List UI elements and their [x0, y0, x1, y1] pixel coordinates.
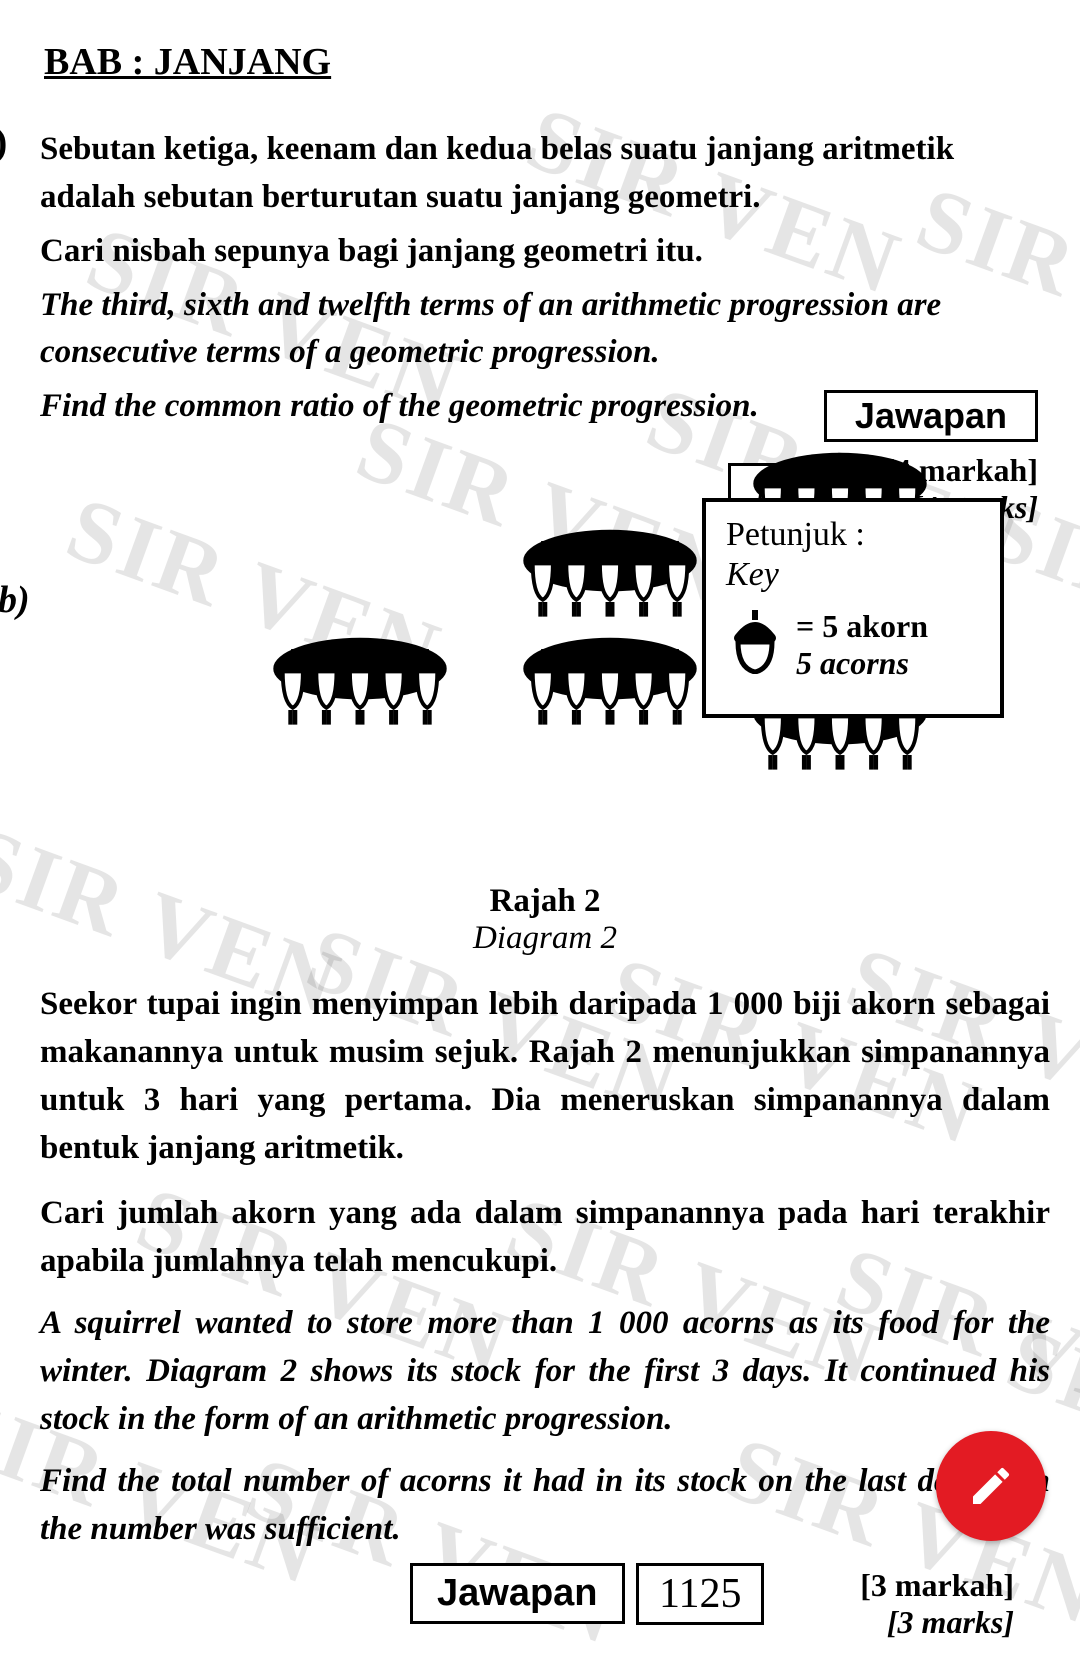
- pencil-icon: [967, 1462, 1015, 1510]
- key-label: Key: [726, 556, 982, 594]
- answer-b-group: Jawapan 1125 [3 markah] [3 marks]: [40, 1563, 1050, 1673]
- edit-fab-button[interactable]: [936, 1431, 1046, 1541]
- acorn-pile-1: [273, 632, 447, 733]
- answer-b-value: 1125: [636, 1563, 764, 1625]
- acorn-pile-2-row2: [523, 524, 697, 625]
- key-legend-box: Petunjuk : Key = 5 akorn 5 acorns: [702, 498, 1004, 718]
- qa-malay-1: Sebutan ketiga, keenam dan kedua belas s…: [40, 126, 1050, 222]
- question-b-marker: b): [0, 578, 30, 622]
- qb-malay-2: Cari jumlah akorn yang ada dalam simpana…: [40, 1190, 1050, 1286]
- caption-en: Diagram 2: [473, 920, 617, 956]
- jawapan-label-a: Jawapan: [824, 390, 1038, 442]
- diagram-2: Petunjuk : Key = 5 akorn 5 acorns: [40, 443, 1050, 873]
- qb-eng-1: A squirrel wanted to store more than 1 0…: [40, 1300, 1050, 1444]
- jawapan-label-b: Jawapan: [410, 1563, 625, 1624]
- acorn-icon: [726, 608, 784, 682]
- key-en: 5 acorns: [796, 645, 909, 681]
- acorn-pile-2-row1: [523, 632, 697, 733]
- qb-malay-1: Seekor tupai ingin menyimpan lebih darip…: [40, 981, 1050, 1172]
- question-b-body: Seekor tupai ingin menyimpan lebih darip…: [40, 981, 1050, 1553]
- key-equals: = 5 akorn: [796, 608, 928, 644]
- marks-b-my: [3 markah]: [860, 1567, 1014, 1603]
- diagram-caption: Rajah 2 Diagram 2: [40, 883, 1050, 957]
- qa-malay-2: Cari nisbah sepunya bagi janjang geometr…: [40, 228, 1050, 276]
- key-petunjuk: Petunjuk :: [726, 516, 982, 554]
- qa-eng-1: The third, sixth and twelfth terms of an…: [40, 282, 1050, 378]
- question-a-marker: ): [0, 118, 7, 165]
- caption-my: Rajah 2: [490, 883, 601, 919]
- question-a-body: Sebutan ketiga, keenam dan kedua belas s…: [40, 126, 1050, 431]
- marks-b-en: [3 marks]: [887, 1604, 1014, 1640]
- qb-eng-2: Find the total number of acorns it had i…: [40, 1458, 1050, 1554]
- chapter-title: BAB : JANJANG: [44, 40, 1050, 84]
